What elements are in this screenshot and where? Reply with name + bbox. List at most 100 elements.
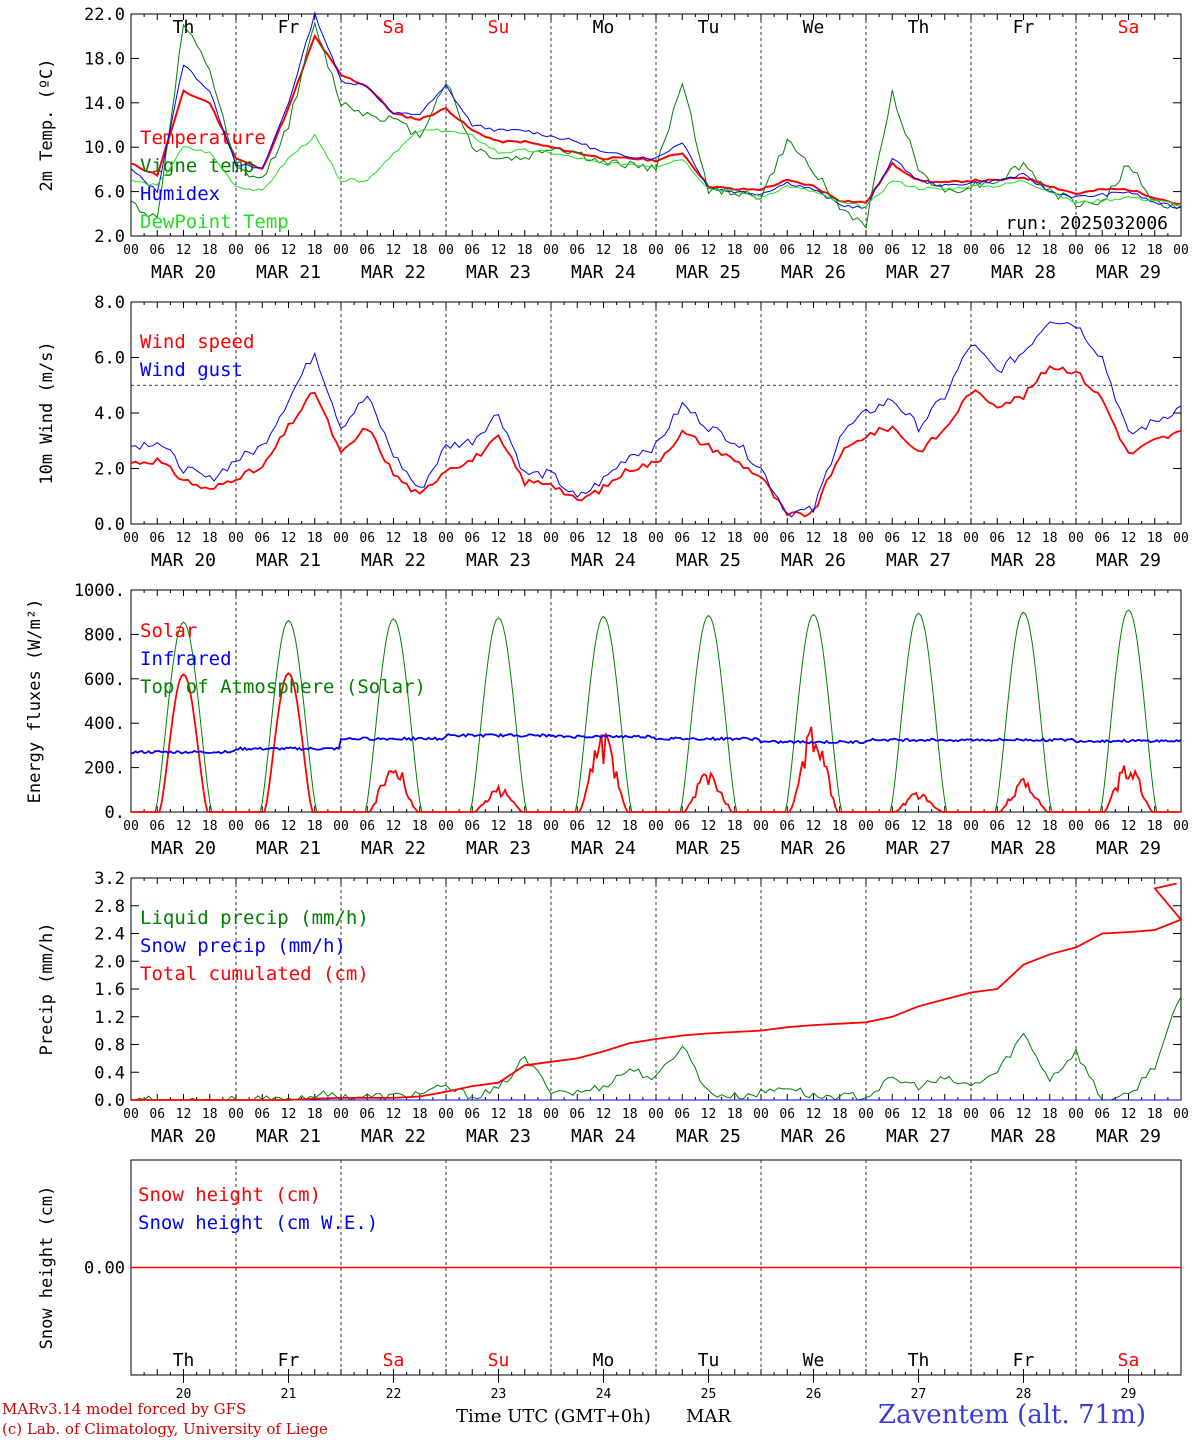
x-hour-label: 00 [123, 1107, 139, 1122]
weekday-label: Sa [383, 1350, 405, 1371]
x-hour-label: 00 [648, 1107, 664, 1122]
x-hour-label: 12 [806, 819, 822, 834]
day-number-label: 24 [596, 1387, 612, 1402]
y-tick-label: 0.4 [94, 1063, 125, 1083]
legend-entry: Vigne temp [140, 155, 254, 177]
legend-entry: Total cumulated (cm) [140, 963, 369, 985]
x-hour-label: 12 [386, 1107, 402, 1122]
x-hour-label: 06 [779, 243, 795, 258]
y-tick-label: 22.0 [84, 5, 125, 25]
x-hour-label: 12 [491, 1107, 507, 1122]
legend-entry: Snow precip (mm/h) [140, 935, 346, 957]
x-hour-label: 18 [517, 243, 533, 258]
y-tick-label: 6.0 [94, 183, 125, 203]
x-hour-label: 00 [438, 819, 454, 834]
weekday-label: Tu [698, 1350, 720, 1371]
x-hour-label: 06 [254, 1107, 270, 1122]
x-date-label: MAR 28 [991, 1126, 1056, 1147]
x-date-label: MAR 29 [1096, 262, 1161, 283]
weekday-label: Fr [1013, 1350, 1035, 1371]
y-tick-label: 6.0 [94, 349, 125, 369]
weekday-label: Th [173, 1350, 195, 1371]
x-hour-label: 00 [753, 243, 769, 258]
x-hour-label: 18 [412, 819, 428, 834]
x-hour-label: 06 [464, 819, 480, 834]
x-hour-label: 12 [491, 243, 507, 258]
x-hour-label: 00 [1068, 243, 1084, 258]
panel-1: 2m Temp. (ºC) 2.0 6.0 10.0 14.0 18.0 22.0 00 06 1… [37, 5, 1189, 283]
y-tick-label: 2.0 [94, 460, 125, 480]
x-hour-label: 00 [123, 531, 139, 546]
legend-entry: Liquid precip (mm/h) [140, 907, 369, 929]
x-hour-label: 00 [753, 1107, 769, 1122]
x-hour-label: 06 [1094, 531, 1110, 546]
x-hour-label: 00 [543, 1107, 559, 1122]
y-tick-label: 1.6 [94, 980, 125, 1000]
legend-entry: Solar [140, 620, 197, 642]
x-hour-label: 00 [858, 531, 874, 546]
series-line-total-cumulated [131, 882, 1183, 1101]
x-hour-label: 18 [1042, 243, 1058, 258]
x-hour-label: 06 [884, 531, 900, 546]
weekday-label: Mo [593, 17, 615, 38]
series-line-vigne-temp [130, 21, 1182, 230]
x-hour-label: 00 [228, 819, 244, 834]
day-number-label: 27 [911, 1387, 927, 1402]
y-tick-label: 0. [105, 803, 125, 823]
y-tick-label: 400. [84, 714, 125, 734]
y-axis-label: Energy fluxes (W/m²) [25, 599, 45, 804]
legend-entry: Temperature [140, 127, 266, 149]
legend-entry: Snow height (cm) [138, 1184, 321, 1206]
x-hour-label: 06 [149, 243, 165, 258]
x-date-label: MAR 22 [361, 1126, 426, 1147]
x-hour-label: 12 [491, 819, 507, 834]
x-date-label: MAR 21 [256, 838, 321, 859]
x-hour-label: 00 [438, 531, 454, 546]
x-hour-label: 06 [674, 531, 690, 546]
x-hour-label: 12 [701, 531, 717, 546]
x-hour-label: 12 [596, 243, 612, 258]
x-hour-label: 18 [622, 1107, 638, 1122]
x-hour-label: 06 [884, 819, 900, 834]
x-hour-label: 18 [937, 1107, 953, 1122]
x-hour-label: 12 [386, 531, 402, 546]
x-hour-label: 00 [963, 1107, 979, 1122]
x-hour-label: 00 [333, 819, 349, 834]
weekday-label: Th [908, 1350, 930, 1371]
x-date-label: MAR 29 [1096, 838, 1161, 859]
x-hour-label: 00 [1068, 1107, 1084, 1122]
x-hour-label: 00 [333, 1107, 349, 1122]
y-tick-label: 1.2 [94, 1008, 125, 1028]
x-hour-label: 12 [911, 243, 927, 258]
x-date-label: MAR 28 [991, 838, 1056, 859]
y-tick-label: 200. [84, 759, 125, 779]
x-date-label: MAR 27 [886, 262, 951, 283]
x-hour-label: 12 [596, 1107, 612, 1122]
x-hour-label: 06 [674, 243, 690, 258]
x-hour-label: 12 [911, 819, 927, 834]
x-hour-label: 00 [1173, 1107, 1189, 1122]
x-hour-label: 00 [858, 819, 874, 834]
x-hour-label: 00 [123, 819, 139, 834]
x-hour-label: 06 [989, 1107, 1005, 1122]
x-hour-label: 18 [832, 531, 848, 546]
x-hour-label: 06 [674, 1107, 690, 1122]
x-hour-label: 00 [753, 819, 769, 834]
series-line-humidex [130, 10, 1182, 209]
x-date-label: MAR 25 [676, 838, 741, 859]
x-date-label: MAR 24 [571, 550, 636, 571]
x-hour-label: 06 [359, 531, 375, 546]
panel-3: Energy fluxes (W/m²) 0. 200. 400. 600. 800. 10… [25, 581, 1189, 859]
x-hour-label: 00 [333, 531, 349, 546]
x-date-label: MAR 23 [466, 838, 531, 859]
y-axis-label: 10m Wind (m/s) [37, 341, 57, 484]
x-hour-label: 12 [281, 531, 297, 546]
x-hour-label: 12 [596, 531, 612, 546]
x-hour-label: 12 [176, 819, 192, 834]
x-date-label: MAR 27 [886, 838, 951, 859]
y-axis-label: Snow height (cm) [37, 1186, 57, 1350]
x-hour-label: 12 [701, 819, 717, 834]
x-hour-label: 06 [779, 531, 795, 546]
x-date-label: MAR 23 [466, 262, 531, 283]
